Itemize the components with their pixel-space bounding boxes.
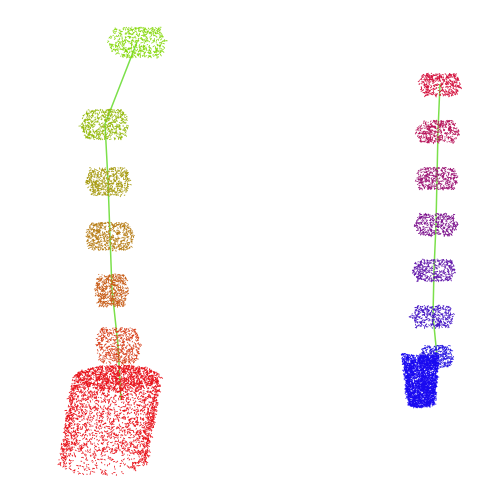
point-cluster	[78, 108, 129, 141]
point-cluster	[413, 212, 459, 238]
point-cluster	[414, 119, 460, 145]
point-cluster	[57, 363, 164, 476]
point-cluster	[417, 72, 463, 98]
point-cluster	[408, 304, 455, 329]
point-cluster	[411, 258, 456, 283]
point-cluster	[400, 352, 441, 409]
point-cluster	[85, 166, 132, 198]
point-cluster	[414, 166, 459, 191]
point-cluster	[93, 273, 130, 308]
point-cluster	[107, 26, 168, 59]
point-cluster	[85, 221, 135, 252]
point-cluster	[95, 327, 143, 365]
